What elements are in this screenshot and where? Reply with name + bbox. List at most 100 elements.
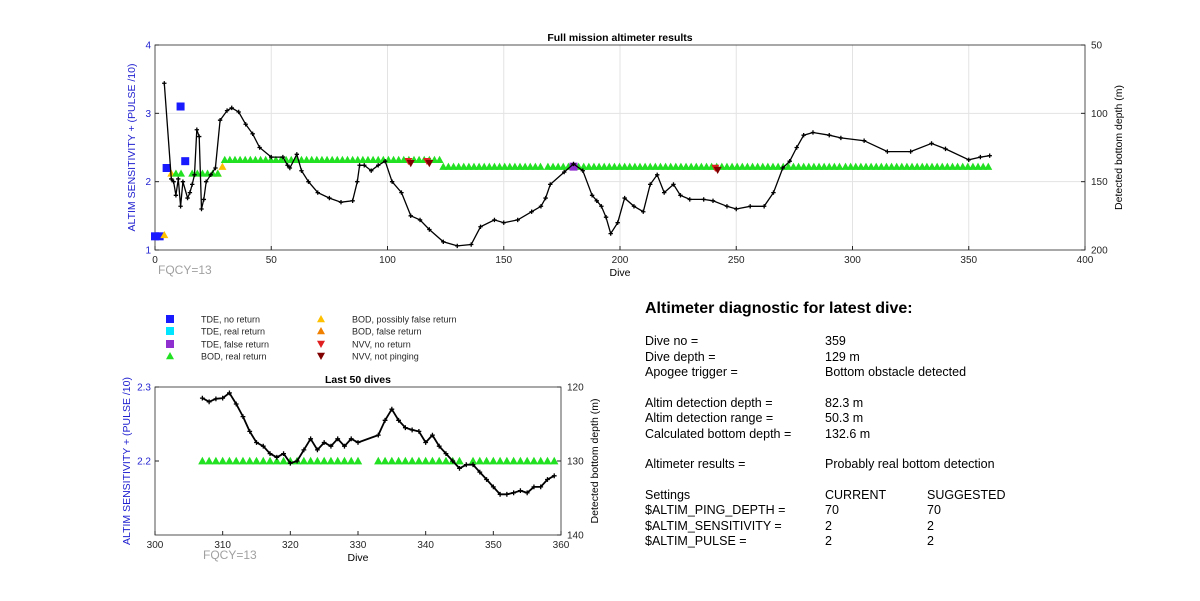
bod-real-return-marker [394, 155, 403, 163]
bod-real-return-marker [856, 162, 865, 170]
x-tick-label: 320 [282, 540, 299, 551]
bottom-depth-point [562, 169, 567, 175]
bod-real-return-marker [272, 456, 281, 465]
bottom-depth-point [543, 195, 548, 201]
bod-real-return-marker [789, 162, 798, 170]
bod-real-return-marker [550, 456, 559, 465]
bod-real-return-marker [968, 162, 977, 170]
bottom-depth-point [794, 145, 799, 150]
bod-real-return-marker [220, 155, 229, 163]
bod-real-return-marker [313, 456, 322, 465]
tde-no-return-marker [176, 102, 185, 111]
bottom-depth-point [180, 179, 186, 184]
bottom-depth-point [274, 454, 280, 460]
bod-real-return-marker [500, 162, 509, 170]
bottom-depth-point [355, 440, 361, 445]
bod-real-return-marker [543, 456, 552, 465]
bottom-depth-point [987, 153, 992, 158]
bod-real-return-marker [784, 162, 793, 170]
bod-real-return-marker [256, 155, 265, 163]
bod-real-return-marker [646, 162, 655, 170]
bod-real-return-marker [815, 162, 824, 170]
legend-nvv-not-pinging-icon [317, 352, 325, 360]
bottom-depth-point [455, 243, 460, 249]
bottom-depth-point [294, 458, 300, 464]
bod-real-return-marker [455, 456, 464, 465]
y2-tick-label: 200 [1091, 246, 1108, 257]
bottom-depth-point [185, 195, 190, 201]
bottom-depth-point [631, 204, 637, 209]
bottom-depth-point [450, 458, 456, 464]
y-tick-label: 1 [145, 246, 151, 257]
bod-real-return-marker [595, 162, 604, 170]
fqcy-annotation: FQCY=13 [203, 548, 257, 562]
legend-tde-no-return-label: TDE, no return [201, 315, 260, 325]
dive-no-row: Dive no = 359 [645, 334, 1165, 350]
legend-bod-real-return-label: BOD, real return [201, 352, 267, 362]
bod-real-return-marker [835, 162, 844, 170]
bod-real-return-marker [743, 162, 752, 170]
calculated-depth-row: Calculated bottom depth = 132.6 m [645, 427, 1165, 443]
bottom-depth-point [335, 436, 341, 442]
bottom-depth-point [162, 81, 167, 86]
bod-real-return-marker [353, 155, 362, 163]
setting-current: 70 [825, 503, 839, 517]
bod-real-return-marker [830, 162, 839, 170]
bod-real-return-marker [697, 162, 706, 170]
bottom-depth-point [436, 443, 442, 449]
bottom-depth-point [315, 447, 320, 453]
bod-real-return-marker [490, 162, 499, 170]
bottom-depth-point [357, 163, 362, 168]
tde-no-return-marker [151, 232, 159, 241]
tde-no-return-marker [162, 164, 171, 172]
bod-real-return-marker [439, 162, 448, 170]
bod-real-return-marker [509, 456, 518, 465]
bod-real-return-marker [394, 456, 403, 465]
bod-real-return-marker [948, 162, 957, 170]
y-tick-label: 3 [145, 109, 151, 120]
bod-real-return-marker [922, 162, 931, 170]
bottom-depth-point [801, 133, 806, 138]
bod-real-return-marker [299, 456, 309, 465]
bod-real-return-marker [549, 162, 558, 170]
bod-real-return-marker [774, 162, 783, 170]
legend-bod-false-return-label: BOD, false return [352, 327, 422, 337]
bottom-depth-point [201, 197, 207, 202]
bod-real-return-marker [984, 162, 993, 170]
bottom-depth-point [551, 473, 557, 479]
bottom-depth-point [243, 122, 248, 127]
calculated-depth-value: 132.6 m [825, 426, 871, 441]
bottom-depth-point [254, 440, 259, 445]
bod-real-return-marker [271, 155, 280, 163]
bod-real-return-marker [794, 162, 803, 170]
bottom-depth-point [529, 209, 534, 214]
bottom-depth-point [622, 195, 627, 201]
bottom-depth-point [477, 469, 483, 475]
bottom-depth-point [229, 105, 234, 111]
bod-real-return-marker [333, 155, 342, 163]
bod-real-return-marker [225, 155, 234, 163]
bod-real-return-marker [733, 162, 742, 170]
bod-real-return-marker [666, 162, 675, 170]
bod-real-return-marker [469, 162, 478, 170]
bod-real-return-marker [913, 162, 922, 170]
x-tick-label: 300 [844, 255, 861, 266]
bod-real-return-marker [521, 162, 530, 170]
bottom-depth-point [382, 158, 388, 164]
bottom-depth-point [780, 165, 785, 171]
bottom-depth-point [213, 396, 219, 402]
bottom-depth-line [201, 391, 555, 496]
bod-real-return-marker [938, 162, 947, 170]
x-tick-label: 200 [612, 255, 629, 266]
bod-real-return-marker [687, 162, 696, 170]
chart-title: Full mission altimeter results [547, 32, 692, 44]
bod-real-return-marker [943, 162, 952, 170]
y2-tick-label: 100 [1091, 109, 1108, 120]
detection-range-label: Altim detection range = [645, 411, 774, 425]
bottom-depth-point [497, 491, 503, 497]
bod-real-return-marker [307, 155, 316, 163]
bottom-depth-point [206, 399, 212, 405]
detection-depth-label: Altim detection depth = [645, 395, 773, 410]
bottom-depth-point [260, 443, 266, 449]
